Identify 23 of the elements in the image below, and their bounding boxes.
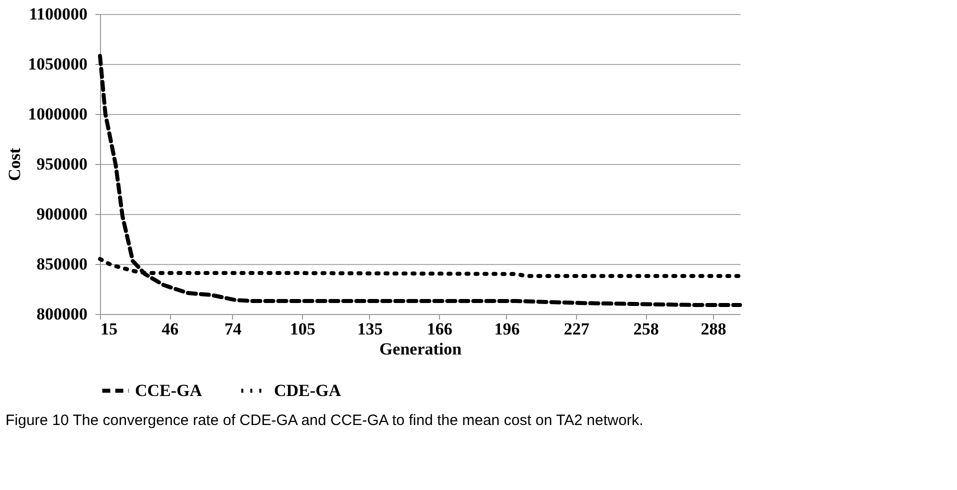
y-tick-label: 1000000 (28, 104, 88, 124)
y-tick-label: 800000 (36, 304, 88, 324)
legend-label: CCE-GA (135, 380, 203, 400)
x-tick-label: 105 (290, 320, 316, 338)
y-tick-label: 1100000 (28, 4, 88, 24)
y-tick-label: 1050000 (28, 54, 88, 74)
y-tick-label: 850000 (36, 254, 88, 274)
y-tick-label: 900000 (36, 204, 88, 224)
x-tick-label: 135 (357, 320, 383, 338)
line-series (98, 54, 742, 307)
y-axis-title: Cost (5, 148, 24, 182)
y-tick-label: 950000 (36, 154, 88, 174)
legend-label: CDE-GA (274, 380, 342, 400)
x-tick-label: 196 (494, 320, 520, 338)
x-tick-label: 15 (100, 320, 118, 338)
x-tick-label: 166 (426, 320, 452, 338)
x-tick-label: 227 (564, 320, 590, 338)
x-tick-label: 74 (224, 320, 242, 338)
x-axis-title: Generation (379, 340, 462, 358)
x-tick-label: 46 (162, 320, 179, 338)
x-tick-label: 258 (633, 320, 659, 338)
caption: Figure 10 The convergence rate of CDE-GA and CCE-GA to find the mean cost on TA2 network. (6, 412, 644, 429)
x-tick-label: 288 (700, 320, 726, 338)
